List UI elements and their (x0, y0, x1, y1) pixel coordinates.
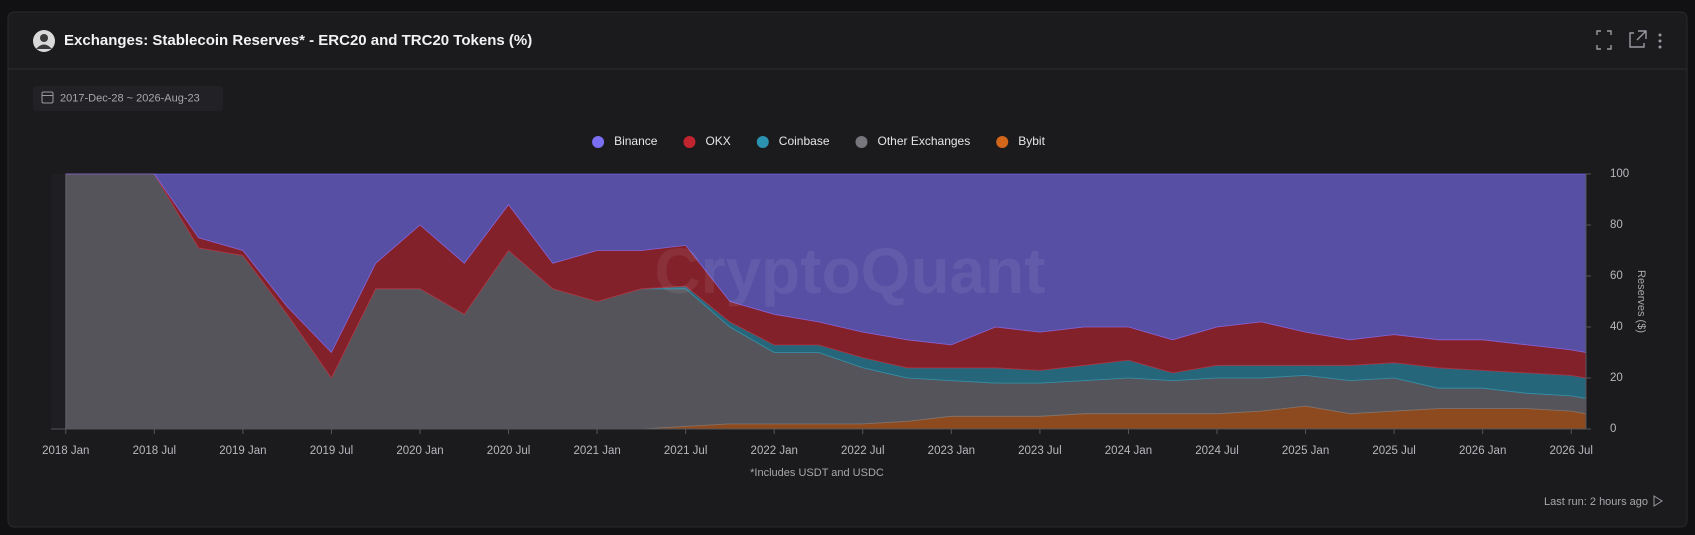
x-tick-label: 2023 Jul (1018, 445, 1061, 457)
date-range: 2017-Dec-28 ~ 2026-Aug-23 (60, 92, 200, 104)
x-tick-label: 2020 Jul (487, 445, 530, 457)
x-tick-label: 2018 Jul (133, 445, 176, 457)
date-chip[interactable] (33, 86, 223, 111)
x-tick-label: 2025 Jul (1372, 445, 1415, 457)
watermark: CryptoQuant (654, 235, 1045, 307)
x-tick-label: 2024 Jul (1195, 445, 1238, 457)
legend-item[interactable]: OKX (683, 134, 731, 148)
menu-icon[interactable] (1658, 45, 1662, 49)
x-tick-label: 2021 Jul (664, 445, 707, 457)
legend-swatch (756, 136, 769, 148)
x-tick-label: 2026 Jan (1459, 445, 1506, 457)
x-tick-label: 2024 Jan (1105, 445, 1152, 457)
y-tick-label: 100 (1610, 168, 1629, 180)
x-tick-label: 2018 Jan (42, 445, 89, 457)
x-tick-label: 2022 Jul (841, 445, 884, 457)
x-tick-label: 2022 Jan (751, 445, 798, 457)
fullscreen-icon[interactable] (1596, 30, 1612, 50)
x-tick-label: 2019 Jul (310, 445, 353, 457)
header-actions[interactable] (1596, 30, 1662, 50)
legend-label: Coinbase (779, 134, 830, 148)
last-run: Last run: 2 hours ago (1544, 496, 1648, 508)
x-tick-label: 2023 Jan (928, 445, 975, 457)
legend-label: Bybit (1018, 134, 1045, 148)
y-tick-label: 20 (1610, 372, 1623, 384)
run-icon[interactable] (1653, 495, 1663, 507)
x-tick-label: 2021 Jan (573, 445, 620, 457)
plot (51, 173, 1587, 430)
y-axis-label: Reserves ($) (1635, 270, 1647, 333)
legend-swatch (996, 136, 1009, 148)
legend-item[interactable]: Other Exchanges (855, 134, 971, 148)
menu-icon[interactable] (1658, 33, 1662, 37)
chart-title: Exchanges: Stablecoin Reserves* - ERC20 … (64, 32, 532, 49)
legend-label: OKX (705, 134, 730, 148)
legend-label: Binance (614, 134, 658, 148)
menu-icon[interactable] (1658, 39, 1662, 43)
legend-item[interactable]: Bybit (996, 134, 1046, 148)
legend: Binance OKX Coinbase Other Exchanges Bybit (592, 134, 1046, 148)
calendar-icon (41, 91, 54, 104)
legend-swatch (855, 136, 868, 148)
footnote: *Includes USDT and USDC (750, 467, 884, 479)
y-tick-label: 40 (1610, 321, 1623, 333)
y-tick-label: 0 (1610, 423, 1616, 435)
x-tick-label: 2019 Jan (219, 445, 266, 457)
legend-item[interactable]: Coinbase (756, 134, 830, 148)
legend-item[interactable]: Binance (592, 134, 658, 148)
x-tick-label: 2026 Jul (1549, 445, 1592, 457)
y-tick-label: 60 (1610, 270, 1623, 282)
x-tick-label: 2025 Jan (1282, 445, 1329, 457)
x-tick-label: 2020 Jan (396, 445, 443, 457)
legend-swatch (592, 136, 605, 148)
legend-swatch (683, 136, 696, 148)
open-icon[interactable] (1629, 30, 1647, 48)
avatar-body (36, 44, 52, 49)
y-tick-label: 80 (1610, 219, 1623, 231)
legend-label: Other Exchanges (878, 134, 971, 148)
avatar-head (40, 34, 48, 42)
